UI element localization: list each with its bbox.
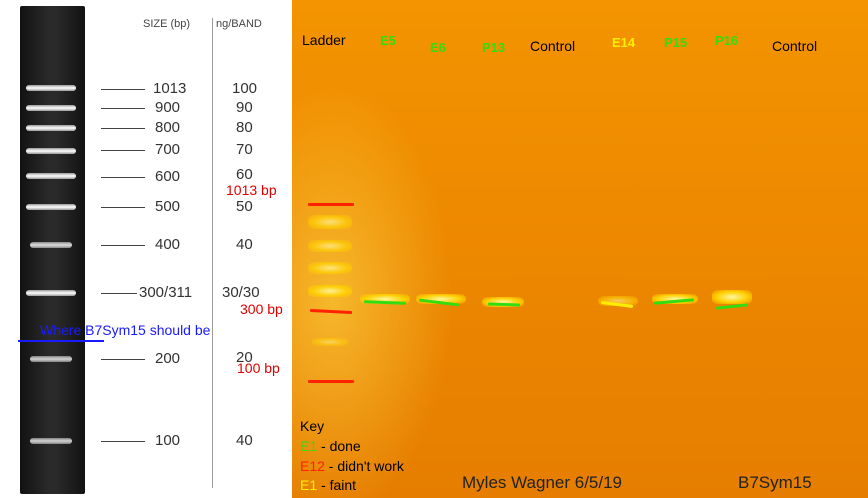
key-code: E1	[300, 477, 318, 493]
band-size-label: 700	[155, 141, 181, 158]
lane-label-e14: E14	[612, 35, 636, 50]
band-tick	[101, 441, 145, 442]
band-size-label: 1013	[153, 80, 187, 97]
ladder-band	[30, 242, 72, 248]
key-desc: - faint	[317, 477, 357, 493]
key-item-failed: E12 - didn't work	[300, 458, 404, 474]
ladder-band	[26, 125, 76, 131]
bp-marker-line	[308, 203, 354, 206]
ladder-band	[26, 105, 76, 111]
ladder-band	[26, 148, 76, 154]
key-item-faint: E1 - faint	[300, 477, 356, 493]
gel-ladder-band	[308, 262, 352, 274]
gel-ladder-band	[308, 215, 352, 229]
ladder-reference-panel: SIZE (bp) ng/BAND 1013 900 800 700 600 5…	[0, 0, 292, 498]
lane-label-e5: E5	[380, 33, 396, 48]
bp-label-100: 100 bp	[237, 360, 280, 376]
lane-band-mark	[363, 300, 407, 305]
size-column-header: SIZE (bp)	[143, 18, 191, 30]
key-code: E12	[300, 458, 325, 474]
ladder-band	[26, 290, 76, 296]
band-size-label: 800	[155, 119, 181, 136]
ladder-band	[26, 85, 76, 91]
column-divider	[212, 18, 213, 488]
band-tick	[101, 150, 145, 151]
sample-name: B7Sym15	[738, 473, 812, 492]
lane-label-p13: P13	[482, 40, 506, 55]
band-size-label: 200	[155, 350, 181, 367]
band-ng-label: 90	[236, 99, 253, 116]
gel-sample-band	[598, 296, 638, 306]
band-tick	[101, 128, 145, 129]
gel-ladder-band	[308, 240, 352, 252]
band-ng-label: 60	[236, 166, 253, 183]
band-ng-label: 50	[236, 198, 253, 215]
target-position-line	[18, 340, 104, 342]
lane-label-e6: E6	[430, 40, 446, 55]
bp-marker-line	[309, 308, 353, 315]
band-size-label: 300/311	[139, 284, 193, 301]
gel-ladder-band	[312, 338, 348, 346]
gel-sample-band	[712, 290, 752, 304]
target-position-note: Where B7Sym15 should be	[40, 322, 211, 338]
band-size-label: 500	[155, 198, 181, 215]
lane-label-control: Control	[530, 38, 576, 54]
lane-label-p15: P15	[664, 35, 688, 50]
gel-sample-band	[416, 294, 466, 304]
ng-column-header: ng/BAND	[216, 18, 262, 30]
band-tick	[101, 108, 145, 109]
band-ng-label: 20	[236, 349, 253, 366]
band-tick	[101, 89, 145, 90]
band-tick	[101, 293, 137, 294]
bp-label-300: 300 bp	[240, 301, 283, 317]
band-size-label: 400	[155, 236, 181, 253]
key-code: E1	[300, 438, 318, 454]
gel-sample-band	[482, 297, 524, 307]
author-date: Myles Wagner 6/5/19	[462, 473, 622, 492]
gel-ladder-band	[308, 285, 352, 297]
lane-label-ladder: Ladder	[302, 32, 346, 48]
lane-label-p16: P16	[715, 33, 739, 48]
band-ng-label: 100	[232, 80, 258, 97]
band-tick	[101, 359, 145, 360]
key-item-done: E1 - done	[300, 438, 361, 454]
gel-sample-band	[360, 294, 410, 304]
key-desc: - didn't work	[324, 458, 404, 474]
bp-label-1013: 1013 bp	[226, 182, 277, 198]
band-tick	[101, 245, 145, 246]
band-tick	[101, 207, 145, 208]
band-size-label: 100	[155, 432, 181, 449]
key-desc: - done	[317, 438, 361, 454]
bp-marker-line	[308, 380, 354, 383]
ladder-band	[30, 438, 72, 444]
band-ng-label: 40	[236, 236, 253, 253]
band-size-label: 900	[155, 99, 181, 116]
ladder-band	[30, 356, 72, 362]
band-ng-label: 30/30	[222, 284, 260, 301]
ladder-lane-image	[20, 6, 85, 494]
band-ng-label: 80	[236, 119, 253, 136]
gel-image-panel: Ladder E5 E6 P13 Control E14 P15 P16 Con…	[226, 0, 868, 498]
ladder-band	[26, 204, 76, 210]
lane-label-control: Control	[772, 38, 818, 54]
ladder-band	[26, 173, 76, 179]
key-title: Key	[300, 418, 325, 434]
band-size-label: 600	[155, 168, 181, 185]
band-tick	[101, 177, 145, 178]
band-ng-label: 40	[236, 432, 253, 449]
band-ng-label: 70	[236, 141, 253, 158]
lane-band-mark	[715, 303, 749, 310]
